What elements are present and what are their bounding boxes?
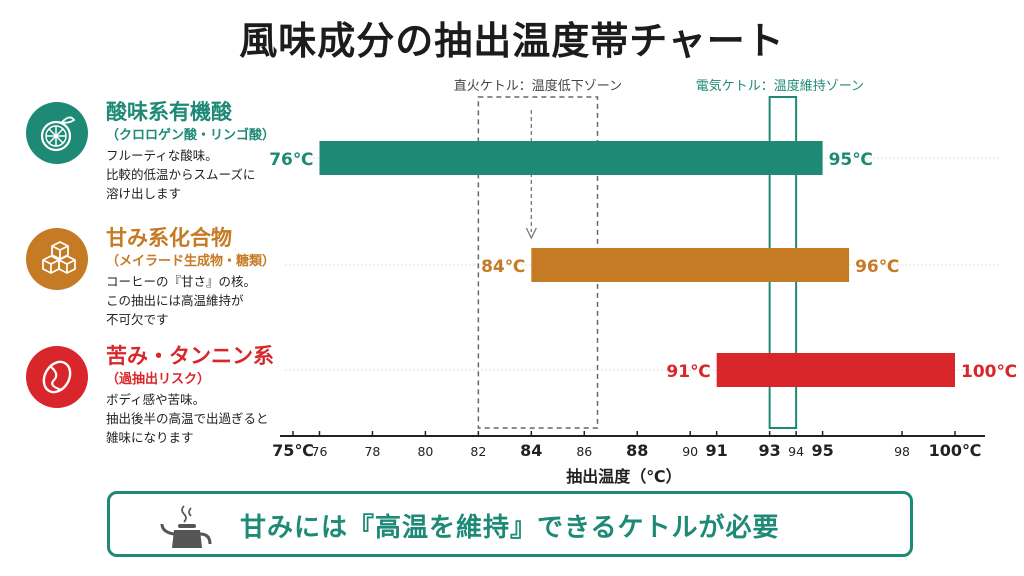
x-axis-label: 抽出温度（℃） <box>566 467 681 486</box>
x-tick-label: 93 <box>759 441 781 460</box>
bar-end-label: 95℃ <box>829 150 873 170</box>
x-tick-label: 84 <box>520 441 542 460</box>
category-sub: （クロロゲン酸・リンゴ酸） <box>106 128 276 143</box>
x-tick-label: 88 <box>626 441 648 460</box>
x-tick-label: 91 <box>706 441 728 460</box>
category-sub: （過抽出リスク） <box>106 372 211 387</box>
category-desc: フルーティな酸味。 比較的低温からスムーズに 溶け出します <box>106 148 256 201</box>
bar-start-label: 84℃ <box>481 257 525 277</box>
x-tick-label: 76 <box>312 444 328 459</box>
bar-start-label: 76℃ <box>269 150 313 170</box>
category-name: 苦み・タンニン系 <box>106 344 274 368</box>
zone-label: 電気ケトル：温度維持ゾーン <box>696 78 864 94</box>
range-bar <box>531 248 850 282</box>
category-desc: コーヒーの『甘さ』の核。 この抽出には高温維持が 不可欠です <box>106 274 257 327</box>
coffee-bean-icon <box>26 346 88 408</box>
bar-end-label: 96℃ <box>855 257 899 277</box>
kettle-icon <box>160 505 212 548</box>
category-name: 甘み系化合物 <box>106 226 232 250</box>
category-sub: （メイラード生成物・糖類） <box>106 254 276 269</box>
x-tick-label: 82 <box>470 444 486 459</box>
x-tick-label: 86 <box>576 444 592 459</box>
x-tick-label: 95 <box>811 441 833 460</box>
x-tick-label: 94 <box>788 444 804 459</box>
citrus-icon <box>26 102 88 164</box>
range-bar <box>319 141 823 175</box>
conclusion-banner: 甘みには『高温を維持』できるケトルが必要 <box>107 491 913 557</box>
x-tick-label: 80 <box>417 444 433 459</box>
zone-arrow-head <box>525 227 537 240</box>
temperature-range-chart: 直火ケトル：温度低下ゾーン 電気ケトル：温度維持ゾーン 76℃ 95℃ 84℃ 96℃ 91… <box>269 78 1017 486</box>
x-tick-label: 75℃ <box>272 441 314 460</box>
x-tick-label: 100℃ <box>929 441 982 460</box>
page-title: 風味成分の抽出温度帯チャート <box>239 19 785 63</box>
category-name: 酸味系有機酸 <box>106 100 232 124</box>
sugar-cubes-icon <box>26 228 88 290</box>
x-tick-label: 78 <box>364 444 380 459</box>
bar-start-label: 91℃ <box>666 362 710 382</box>
x-tick-label: 90 <box>682 444 698 459</box>
category-desc: ボディ感や苦味。 抽出後半の高温で出過ぎると 雑味になります <box>106 392 269 445</box>
banner-text: 甘みには『高温を維持』できるケトルが必要 <box>240 513 780 543</box>
range-bar <box>716 353 955 387</box>
zone-label: 直火ケトル：温度低下ゾーン <box>454 78 622 94</box>
x-tick-label: 98 <box>894 444 910 459</box>
bar-end-label: 100℃ <box>961 362 1017 382</box>
